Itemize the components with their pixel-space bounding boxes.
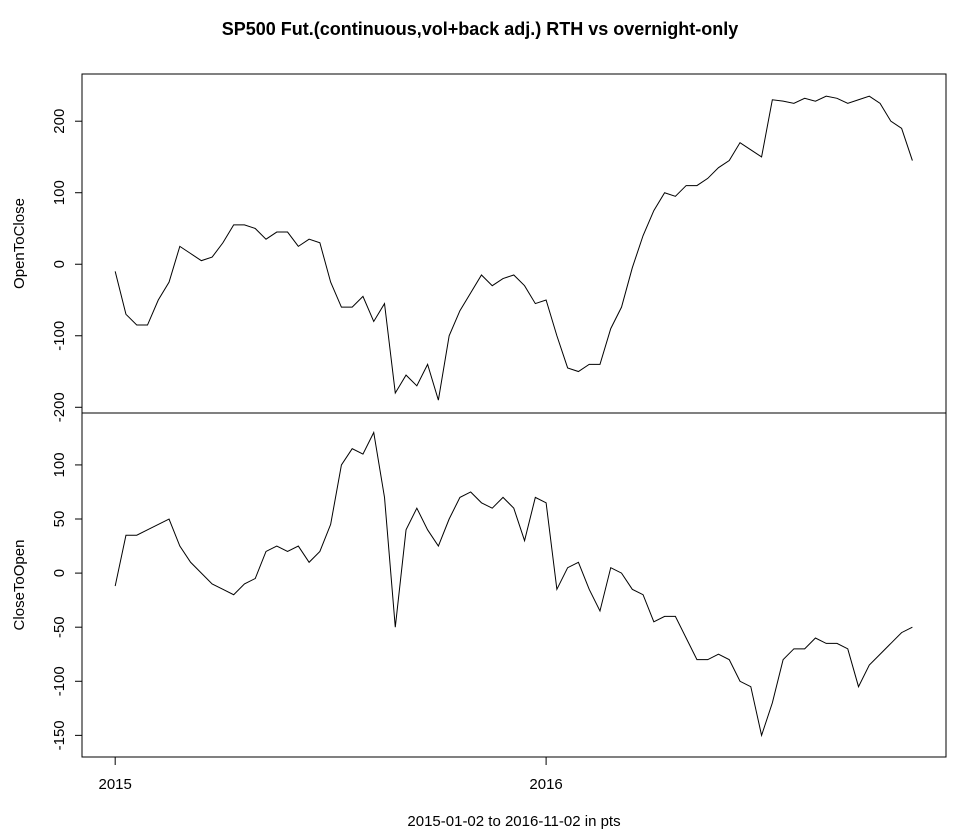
panel-frame	[81, 412, 947, 758]
y-tick-label: 50	[51, 511, 68, 528]
x-tick-label: 2016	[529, 776, 562, 793]
y-axis-label: OpenToClose	[11, 198, 28, 289]
y-tick-label: -50	[51, 616, 68, 638]
y-tick-label: 100	[51, 452, 68, 477]
data-line	[114, 95, 913, 401]
chart-title: SP500 Fut.(continuous,vol+back adj.) RTH…	[222, 19, 739, 39]
y-tick-label: 0	[51, 569, 68, 577]
y-tick-label: 200	[51, 109, 68, 134]
panel-frame	[81, 73, 947, 414]
y-axis-label: CloseToOpen	[11, 540, 28, 631]
y-tick-label: -200	[51, 392, 68, 422]
y-tick-label: -100	[51, 321, 68, 351]
y-tick-label: -100	[51, 666, 68, 696]
y-tick-label: 0	[51, 260, 68, 268]
y-tick-label: -150	[51, 720, 68, 750]
data-line	[114, 430, 913, 738]
x-axis-label: 2015-01-02 to 2016-11-02 in pts	[407, 813, 620, 830]
y-tick-label: 100	[51, 180, 68, 205]
x-tick-label: 2015	[98, 776, 131, 793]
